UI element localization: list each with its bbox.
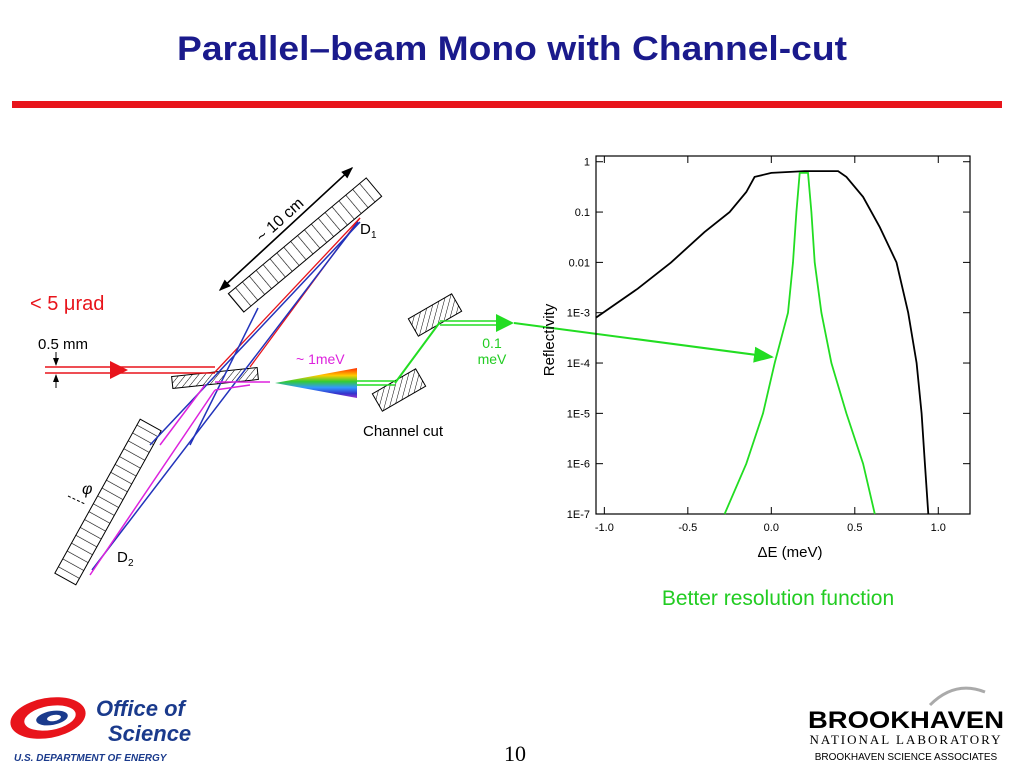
spectrum-fan: [275, 368, 357, 398]
doe-text: Office of: [96, 696, 188, 721]
crystal-d2: [54, 418, 162, 586]
beam: [89, 389, 216, 576]
beam-arrow: [496, 314, 514, 332]
series-line: [723, 172, 876, 515]
d2-subscript: 2: [128, 558, 134, 569]
beam: [189, 307, 259, 446]
d2-label: D: [117, 549, 128, 566]
x-tick-label: 0.0: [764, 522, 779, 534]
logo-swirl: [47, 714, 61, 722]
y-tick-label: 1E-6: [567, 459, 590, 471]
series-line: [595, 170, 930, 515]
channel-cut-label: Channel cut: [363, 423, 444, 440]
divergence-label: < 5 μrad: [30, 293, 104, 315]
beam-arrow: [110, 361, 128, 379]
beam: [214, 384, 251, 391]
y-axis-label: Reflectivity: [541, 303, 558, 376]
crystal-center: [171, 366, 259, 390]
y-tick-label: 0.1: [575, 207, 590, 219]
plot-frame: [595, 155, 971, 515]
d1-subscript: 1: [371, 230, 377, 241]
beam: [159, 384, 206, 446]
x-tick-label: 1.0: [931, 522, 946, 534]
beam: [149, 221, 361, 446]
d1-label: D: [360, 221, 371, 238]
x-tick-label: -1.0: [595, 522, 614, 534]
doe-text: Science: [108, 721, 191, 746]
diagram: ~ 10 cm D 1 D 2 < 5 μrad 0.5 mm ~ 1meV 0…: [30, 166, 774, 586]
beam: [91, 221, 359, 571]
angle-line: [67, 495, 86, 505]
x-tick-label: -0.5: [678, 522, 697, 534]
reflectivity-chart: ΔE (meV) Reflectivity 1 0.1 0.01 1E-3 1E-4 1E…: [541, 155, 971, 561]
bnl-text: NATIONAL LABORATORY: [810, 732, 1003, 747]
crystal-d1: [227, 177, 383, 313]
beam-size-label: 0.5 mm: [38, 336, 88, 353]
bandwidth-label: ~ 1meV: [296, 351, 345, 367]
angle-label: φ: [82, 481, 92, 498]
title-rule: [12, 101, 1002, 108]
bnl-text: BROOKHAVEN: [808, 707, 1004, 734]
y-tick-label: 1E-7: [567, 509, 590, 521]
dimension-arrow: [218, 167, 353, 292]
y-tick-label: 1E-3: [567, 308, 590, 320]
caption: Better resolution function: [662, 587, 894, 610]
logo-swoosh: [928, 686, 986, 707]
doe-logo: Office of Science U.S. DEPARTMENT OF ENE…: [10, 696, 191, 764]
bnl-logo: BROOKHAVEN NATIONAL LABORATORY BROOKHAVE…: [808, 686, 1004, 763]
doe-text: U.S. DEPARTMENT OF ENERGY: [14, 753, 168, 764]
channel-cut-lower: [371, 368, 427, 412]
y-tick-label: 1E-5: [567, 408, 590, 420]
output-bandwidth: 0.1: [482, 335, 502, 351]
y-tick-label: 0.01: [569, 257, 590, 269]
x-tick-label: 0.5: [847, 522, 862, 534]
beam: [394, 321, 441, 384]
output-bandwidth: meV: [478, 351, 507, 367]
x-axis-label: ΔE (meV): [757, 544, 822, 561]
page-number: 10: [504, 741, 526, 766]
y-tick-label: 1: [584, 157, 590, 169]
bnl-text: BROOKHAVEN SCIENCE ASSOCIATES: [815, 752, 998, 763]
slide-title: Parallel–beam Mono with Channel-cut: [177, 30, 847, 68]
pointer-arrow: [513, 322, 774, 363]
y-tick-label: 1E-4: [567, 358, 590, 370]
